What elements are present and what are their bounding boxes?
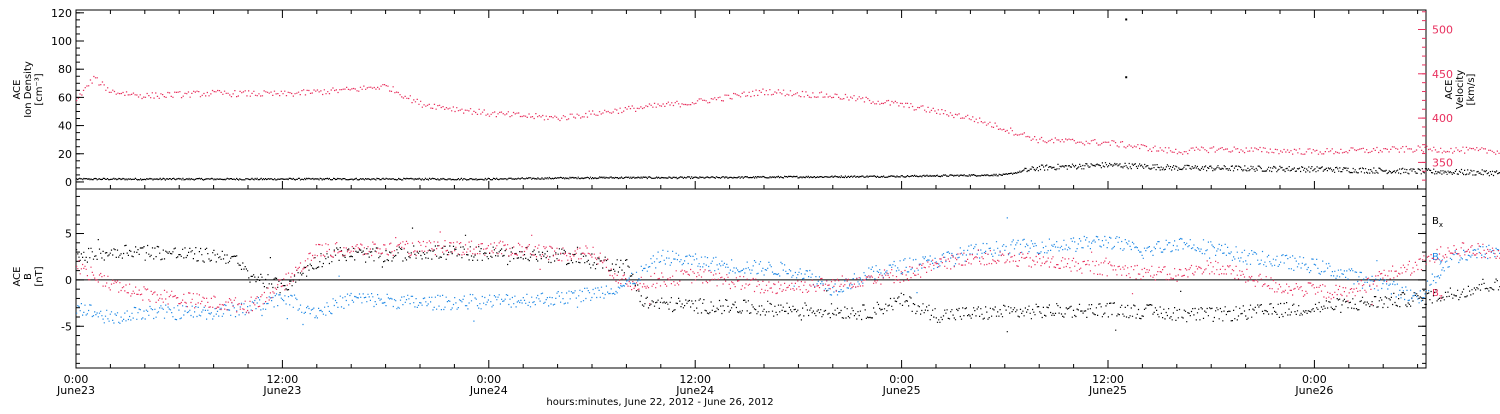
- top-left-tick-label: 100: [51, 35, 72, 48]
- x-tick-time-label: 0:00: [889, 373, 914, 386]
- top-right-tick-label: 400: [1432, 112, 1453, 125]
- legend-Bx: Bx: [1432, 216, 1443, 229]
- series-Bz: [76, 231, 1500, 314]
- top-left-axis-label-0: ACE: [12, 80, 23, 100]
- x-tick-time-label: 12:00: [679, 373, 711, 386]
- density-series: [76, 162, 1500, 181]
- velocity-series: [76, 75, 1500, 155]
- x-tick-time-label: 0:00: [64, 373, 89, 386]
- top-right-axis-label-1: Velocity: [1455, 70, 1466, 109]
- bottom-axis-label-1: B: [23, 273, 34, 280]
- x-axis-label: hours:minutes, June 22, 2012 - June 26, …: [546, 397, 773, 408]
- legend-By: By: [1432, 252, 1443, 265]
- bottom-left-tick-label: 5: [65, 228, 72, 241]
- top-left-tick-label: 20: [58, 148, 72, 161]
- bottom-panel-frame: [75, 188, 1427, 369]
- top-right-tick-label: 500: [1432, 23, 1453, 36]
- top-left-tick-label: 40: [58, 120, 72, 133]
- top-left-tick-label: 0: [65, 176, 72, 189]
- x-tick-time-label: 12:00: [1092, 373, 1124, 386]
- x-tick-date-label: June25: [882, 384, 921, 397]
- top-right-tick-label: 350: [1432, 156, 1453, 169]
- x-tick-date-label: June24: [469, 384, 508, 397]
- bottom-left-tick-label: -5: [61, 320, 72, 333]
- x-tick-date-label: June23: [56, 384, 95, 397]
- x-tick-date-label: June23: [262, 384, 301, 397]
- top-left-tick-label: 60: [58, 91, 72, 104]
- top-right-tick-label: 450: [1432, 68, 1453, 81]
- x-tick-date-label: June26: [1294, 384, 1333, 397]
- bottom-axis-label-0: ACE: [12, 267, 23, 287]
- top-right-axis-label-0: ACE: [1444, 80, 1455, 100]
- top-right-axis-label-2: [km/s]: [1466, 73, 1477, 105]
- top-panel-frame: [75, 9, 1427, 190]
- x-tick-date-label: June25: [1088, 384, 1127, 397]
- x-tick-time-label: 0:00: [476, 373, 501, 386]
- series-Bx: [76, 227, 1500, 333]
- top-left-tick-label: 80: [58, 63, 72, 76]
- legend-Bz: Bz: [1432, 288, 1443, 301]
- density-outlier: [1125, 76, 1128, 79]
- x-tick-time-label: 0:00: [1302, 373, 1327, 386]
- top-left-tick-label: 120: [51, 7, 72, 20]
- bottom-left-tick-label: 0: [65, 274, 72, 287]
- x-tick-time-label: 12:00: [267, 373, 299, 386]
- top-left-axis-label-1: Ion Density: [23, 61, 34, 118]
- density-outlier: [1125, 18, 1128, 21]
- series-By: [76, 217, 1500, 326]
- bottom-axis-label-2: [nT]: [34, 266, 45, 286]
- x-tick-date-label: June24: [675, 384, 714, 397]
- top-left-axis-label-2: [cm⁻³]: [34, 73, 45, 105]
